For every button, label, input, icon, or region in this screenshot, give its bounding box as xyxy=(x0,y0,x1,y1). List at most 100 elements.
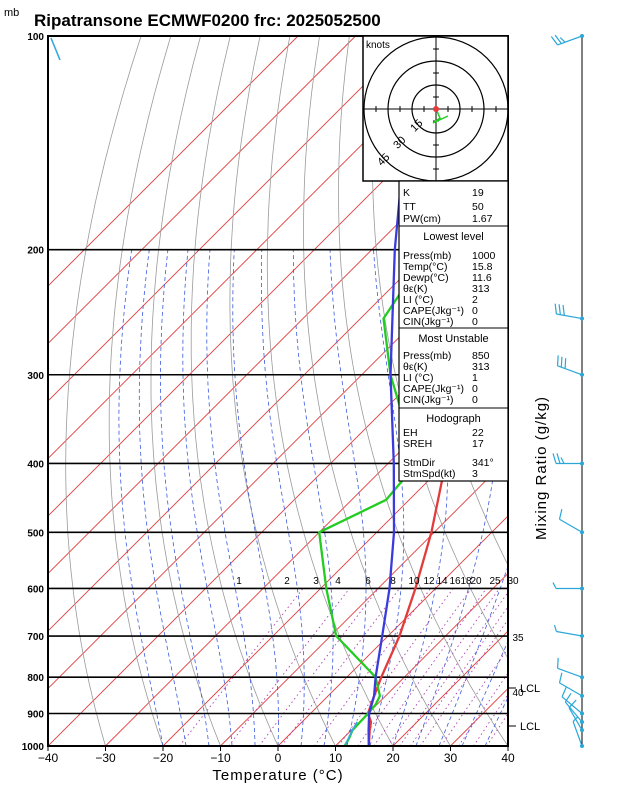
unstable-4-label: CIN(Jkg⁻¹) xyxy=(403,394,453,406)
y-tick-label: 400 xyxy=(27,459,44,470)
wind-barb-point xyxy=(580,693,584,698)
x-tick-label: 0 xyxy=(275,751,282,765)
isotherm-line xyxy=(162,400,508,746)
x-tick-label: 30 xyxy=(444,751,458,765)
hodograph-title: Hodograph xyxy=(426,413,480,425)
mixing-ratio-label: 14 xyxy=(436,576,448,587)
mixing-ratio-label: 12 xyxy=(423,576,435,587)
dry-adiabat xyxy=(588,36,618,746)
x-tick-label: −30 xyxy=(95,751,116,765)
most-unstable-title: Most Unstable xyxy=(418,333,488,345)
index-pw-label: PW(cm) xyxy=(403,213,441,225)
wind-barb xyxy=(556,630,583,637)
lowest-4-label: LI (°C) xyxy=(403,294,433,306)
unit-mb-label: mb xyxy=(4,7,19,19)
index-pw-value: 1.67 xyxy=(472,213,493,225)
wind-barb-flag xyxy=(560,457,565,464)
unstable-2-value: 1 xyxy=(472,372,478,384)
lowest-5-value: 0 xyxy=(472,305,478,317)
lowest-6-value: 0 xyxy=(472,316,478,328)
dry-adiabat xyxy=(229,36,336,746)
mixing-ratio-label: 6 xyxy=(365,576,371,587)
x-tick-label: −40 xyxy=(38,751,59,765)
mixing-ratio-label: 1 xyxy=(236,576,242,587)
lowest-1-value: 15.8 xyxy=(472,261,493,273)
wind-barb-flag xyxy=(554,34,562,44)
mixing-ratio-label: 10 xyxy=(408,576,420,587)
moist-adiabat xyxy=(329,249,367,746)
wind-barb-flag xyxy=(556,657,559,669)
isotherm-line xyxy=(507,745,508,746)
dry-adiabat xyxy=(338,36,508,746)
mixing-ratio-label: 3 xyxy=(313,576,319,587)
x-axis-label: Temperature (°C) xyxy=(212,767,343,784)
hodo-eh-label: EH xyxy=(403,427,418,439)
mixing-ratio-label: 35 xyxy=(512,633,524,644)
wind-barb xyxy=(564,701,583,723)
top-segment xyxy=(50,37,61,61)
lowest-1-label: Temp(°C) xyxy=(403,261,447,273)
dry-adiabat xyxy=(150,36,221,746)
wind-barb-flag xyxy=(564,358,567,369)
wind-barb-flag xyxy=(560,356,563,368)
wind-barb xyxy=(557,365,583,376)
unstable-0-label: Press(mb) xyxy=(403,350,451,362)
y-tick-label: 1000 xyxy=(22,742,45,753)
wind-barb-point xyxy=(580,711,584,716)
wind-barb-point xyxy=(580,675,584,680)
dry-adiabat xyxy=(190,36,279,746)
mixing-ratio-line xyxy=(179,588,304,746)
unstable-0-value: 850 xyxy=(472,350,490,362)
lcl-label: LCL xyxy=(520,683,540,695)
wind-barb-point xyxy=(580,586,584,591)
mixing-ratio-label: 16 xyxy=(449,576,461,587)
dry-adiabat xyxy=(303,36,451,746)
mixing-ratio-label: 25 xyxy=(489,576,501,587)
unstable-4-value: 0 xyxy=(472,394,478,406)
moist-adiabat xyxy=(206,249,256,746)
wind-barb-flag xyxy=(554,303,557,315)
dry-adiabat xyxy=(558,36,618,746)
isotherm-line xyxy=(48,227,508,690)
wind-barb-point xyxy=(580,719,584,724)
y-axis-label: Mixing Ratio (g/kg) xyxy=(533,396,550,540)
lowest-3-label: θε(K) xyxy=(403,283,428,295)
wind-barb-flag xyxy=(568,699,577,709)
dry-adiabat xyxy=(65,36,142,746)
index-k-value: 19 xyxy=(472,187,484,199)
hodo-stmspd-label: StmSpd(kt) xyxy=(403,468,456,480)
mixing-ratio-label: 4 xyxy=(335,576,341,587)
wind-barb-point xyxy=(580,34,584,38)
lowest-0-value: 1000 xyxy=(472,250,496,262)
wind-barb-point xyxy=(580,744,584,748)
x-tick-label: 40 xyxy=(501,751,515,765)
unstable-3-value: 0 xyxy=(472,383,478,395)
wind-barb xyxy=(559,682,583,697)
mixing-ratio-label: 18 xyxy=(460,576,472,587)
hodograph-trace xyxy=(432,108,449,124)
isotherm-line xyxy=(48,36,414,402)
isotherm-line xyxy=(105,342,508,746)
lowest-2-label: Dewp(°C) xyxy=(403,272,449,284)
dry-adiabat xyxy=(266,36,394,746)
isotherm-line xyxy=(335,572,508,746)
y-tick-label: 900 xyxy=(27,710,44,721)
y-tick-label: 500 xyxy=(27,528,44,539)
hodograph-unit-label: knots xyxy=(366,40,390,51)
isotherm-line xyxy=(48,170,508,632)
mixing-ratio-label: 20 xyxy=(470,576,482,587)
moist-adiabat xyxy=(232,249,279,746)
wind-barb-flag xyxy=(556,355,559,366)
y-tick-label: 700 xyxy=(27,632,44,643)
lowest-2-value: 11.6 xyxy=(472,272,492,284)
mixing-ratio-label: 2 xyxy=(284,576,290,587)
wind-barb-flag xyxy=(561,686,567,698)
wind-barb-flag xyxy=(558,304,561,315)
lowest-3-value: 313 xyxy=(472,283,490,295)
index-tt-label: TT xyxy=(403,201,416,213)
y-tick-label: 100 xyxy=(27,32,44,43)
wind-barb xyxy=(557,667,583,678)
moist-adiabat xyxy=(369,249,405,746)
wind-barb xyxy=(572,721,583,747)
wind-barb-flag xyxy=(559,37,566,43)
